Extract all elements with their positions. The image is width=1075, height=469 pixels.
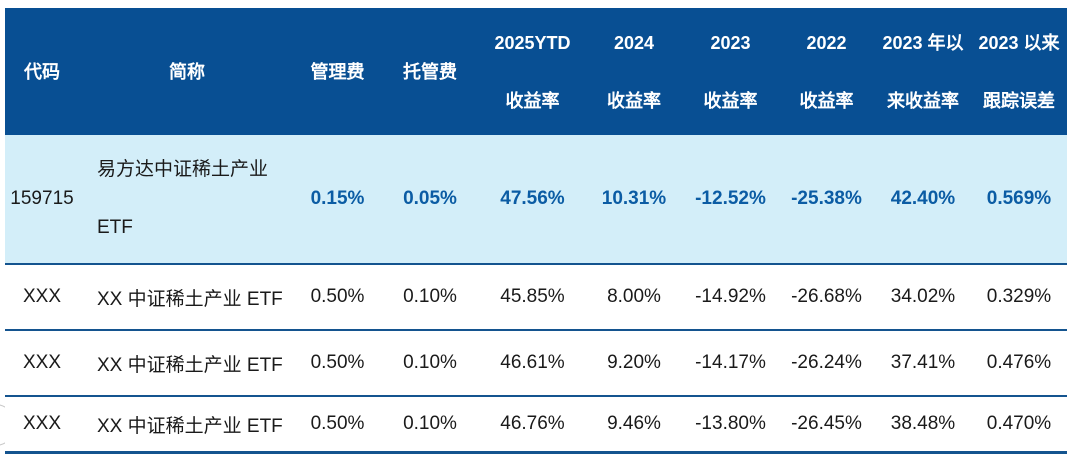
cell-2025ytd-return: 45.85% (500, 286, 565, 307)
col-header-custody-fee: 托管费 (380, 8, 480, 135)
cell-2023-return: -13.80% (695, 413, 766, 434)
fund-name-line1: 易方达中证稀土产业 (97, 159, 269, 180)
col-header-name-label: 简称 (169, 61, 205, 82)
cell-2025ytd-return: 47.56% (500, 188, 565, 209)
col-header-2024-line1: 2024 (613, 32, 655, 53)
col-header-2022-line1: 2022 (806, 32, 847, 53)
col-header-2025ytd-line2: 收益率 (505, 90, 560, 111)
cell-2023-return: -14.92% (695, 286, 766, 307)
cell-mgmt-fee: 0.50% (310, 413, 365, 434)
col-header-mgmt-fee-label: 管理费 (310, 61, 365, 82)
col-header-2023-line2: 收益率 (703, 90, 758, 111)
col-header-2024-return: 2024 收益率 (585, 8, 683, 135)
table-row: XXX XX 中证稀土产业 ETF 0.50% 0.10% 45.85% 8.0… (5, 265, 1067, 331)
cell-code: 159715 (10, 188, 74, 209)
cell-mgmt-fee: 0.15% (310, 188, 365, 209)
col-header-since-2023-line2: 来收益率 (887, 90, 959, 111)
col-header-code-label: 代码 (24, 61, 60, 82)
table-row-159715: 159715 易方达中证稀土产业 ETF 0.15% 0.05% 47.56% … (5, 135, 1067, 265)
table-row: XXX XX 中证稀土产业 ETF 0.50% 0.10% 46.61% 9.2… (5, 331, 1067, 397)
cell-2023-return: -14.17% (695, 352, 766, 373)
col-header-since-2023-return: 2023 年以 来收益率 (875, 8, 971, 135)
cell-2022-return: -26.24% (791, 352, 862, 373)
table-row: XXX XX 中证稀土产业 ETF 0.50% 0.10% 46.76% 9.4… (5, 397, 1067, 454)
cell-2022-return: -26.68% (791, 286, 862, 307)
cell-2024-return: 8.00% (607, 286, 661, 307)
cell-mgmt-fee: 0.50% (310, 352, 365, 373)
cell-mgmt-fee: 0.50% (310, 286, 365, 307)
col-header-2022-return: 2022 收益率 (778, 8, 875, 135)
cell-since-2023-return: 42.40% (890, 188, 956, 209)
col-header-2025ytd-return: 2025YTD 收益率 (480, 8, 585, 135)
col-header-tracking-error-line1: 2023 以来 (978, 32, 1060, 53)
col-header-code: 代码 (5, 8, 79, 135)
cell-fund-name: XX 中证稀土产业 ETF (97, 415, 283, 437)
cell-2022-return: -25.38% (791, 188, 862, 209)
cell-custody-fee: 0.10% (403, 286, 457, 307)
col-header-2023-line1: 2023 (710, 32, 751, 53)
cell-tracking-error: 0.329% (986, 286, 1052, 307)
cell-2022-return: -26.45% (791, 413, 862, 434)
etf-comparison-table: 代码 简称 管理费 托管费 2025YTD 收益率 2024 收益率 2023 … (5, 8, 1067, 454)
cell-fund-name: XX 中证稀土产业 ETF (97, 288, 283, 310)
cell-2024-return: 10.31% (601, 188, 667, 209)
table-header-row: 代码 简称 管理费 托管费 2025YTD 收益率 2024 收益率 2023 … (5, 8, 1067, 135)
col-header-2024-line2: 收益率 (607, 90, 661, 111)
cell-custody-fee: 0.10% (403, 413, 457, 434)
cell-2025ytd-return: 46.76% (500, 413, 565, 434)
cell-since-2023-return: 37.41% (890, 352, 956, 373)
col-header-name: 简称 (79, 8, 295, 135)
cell-2024-return: 9.46% (607, 413, 661, 434)
cell-tracking-error: 0.569% (986, 188, 1052, 209)
cell-tracking-error: 0.470% (986, 413, 1052, 434)
col-header-2023-return: 2023 收益率 (683, 8, 778, 135)
cell-custody-fee: 0.05% (403, 188, 457, 209)
fund-name-line2: ETF (97, 217, 133, 238)
cell-2024-return: 9.20% (607, 352, 661, 373)
col-header-since-2023-line1: 2023 年以 (882, 32, 964, 53)
cell-2023-return: -12.52% (695, 188, 766, 209)
cell-fund-name: 易方达中证稀土产业 ETF (79, 135, 295, 263)
cell-tracking-error: 0.476% (986, 352, 1052, 373)
col-header-custody-fee-label: 托管费 (403, 61, 457, 82)
col-header-tracking-error: 2023 以来 跟踪误差 (971, 8, 1067, 135)
cell-custody-fee: 0.10% (403, 352, 457, 373)
cell-since-2023-return: 34.02% (890, 286, 956, 307)
cell-code: XXX (22, 286, 62, 307)
col-header-tracking-error-line2: 跟踪误差 (983, 90, 1055, 111)
cell-code: XXX (22, 413, 62, 434)
col-header-mgmt-fee: 管理费 (295, 8, 380, 135)
cell-code: XXX (22, 352, 62, 373)
cell-since-2023-return: 38.48% (890, 413, 956, 434)
cell-fund-name: XX 中证稀土产业 ETF (97, 354, 283, 376)
col-header-2025ytd-line1: 2025YTD (494, 32, 571, 53)
col-header-2022-line2: 收益率 (799, 90, 854, 111)
cell-2025ytd-return: 46.61% (500, 352, 565, 373)
